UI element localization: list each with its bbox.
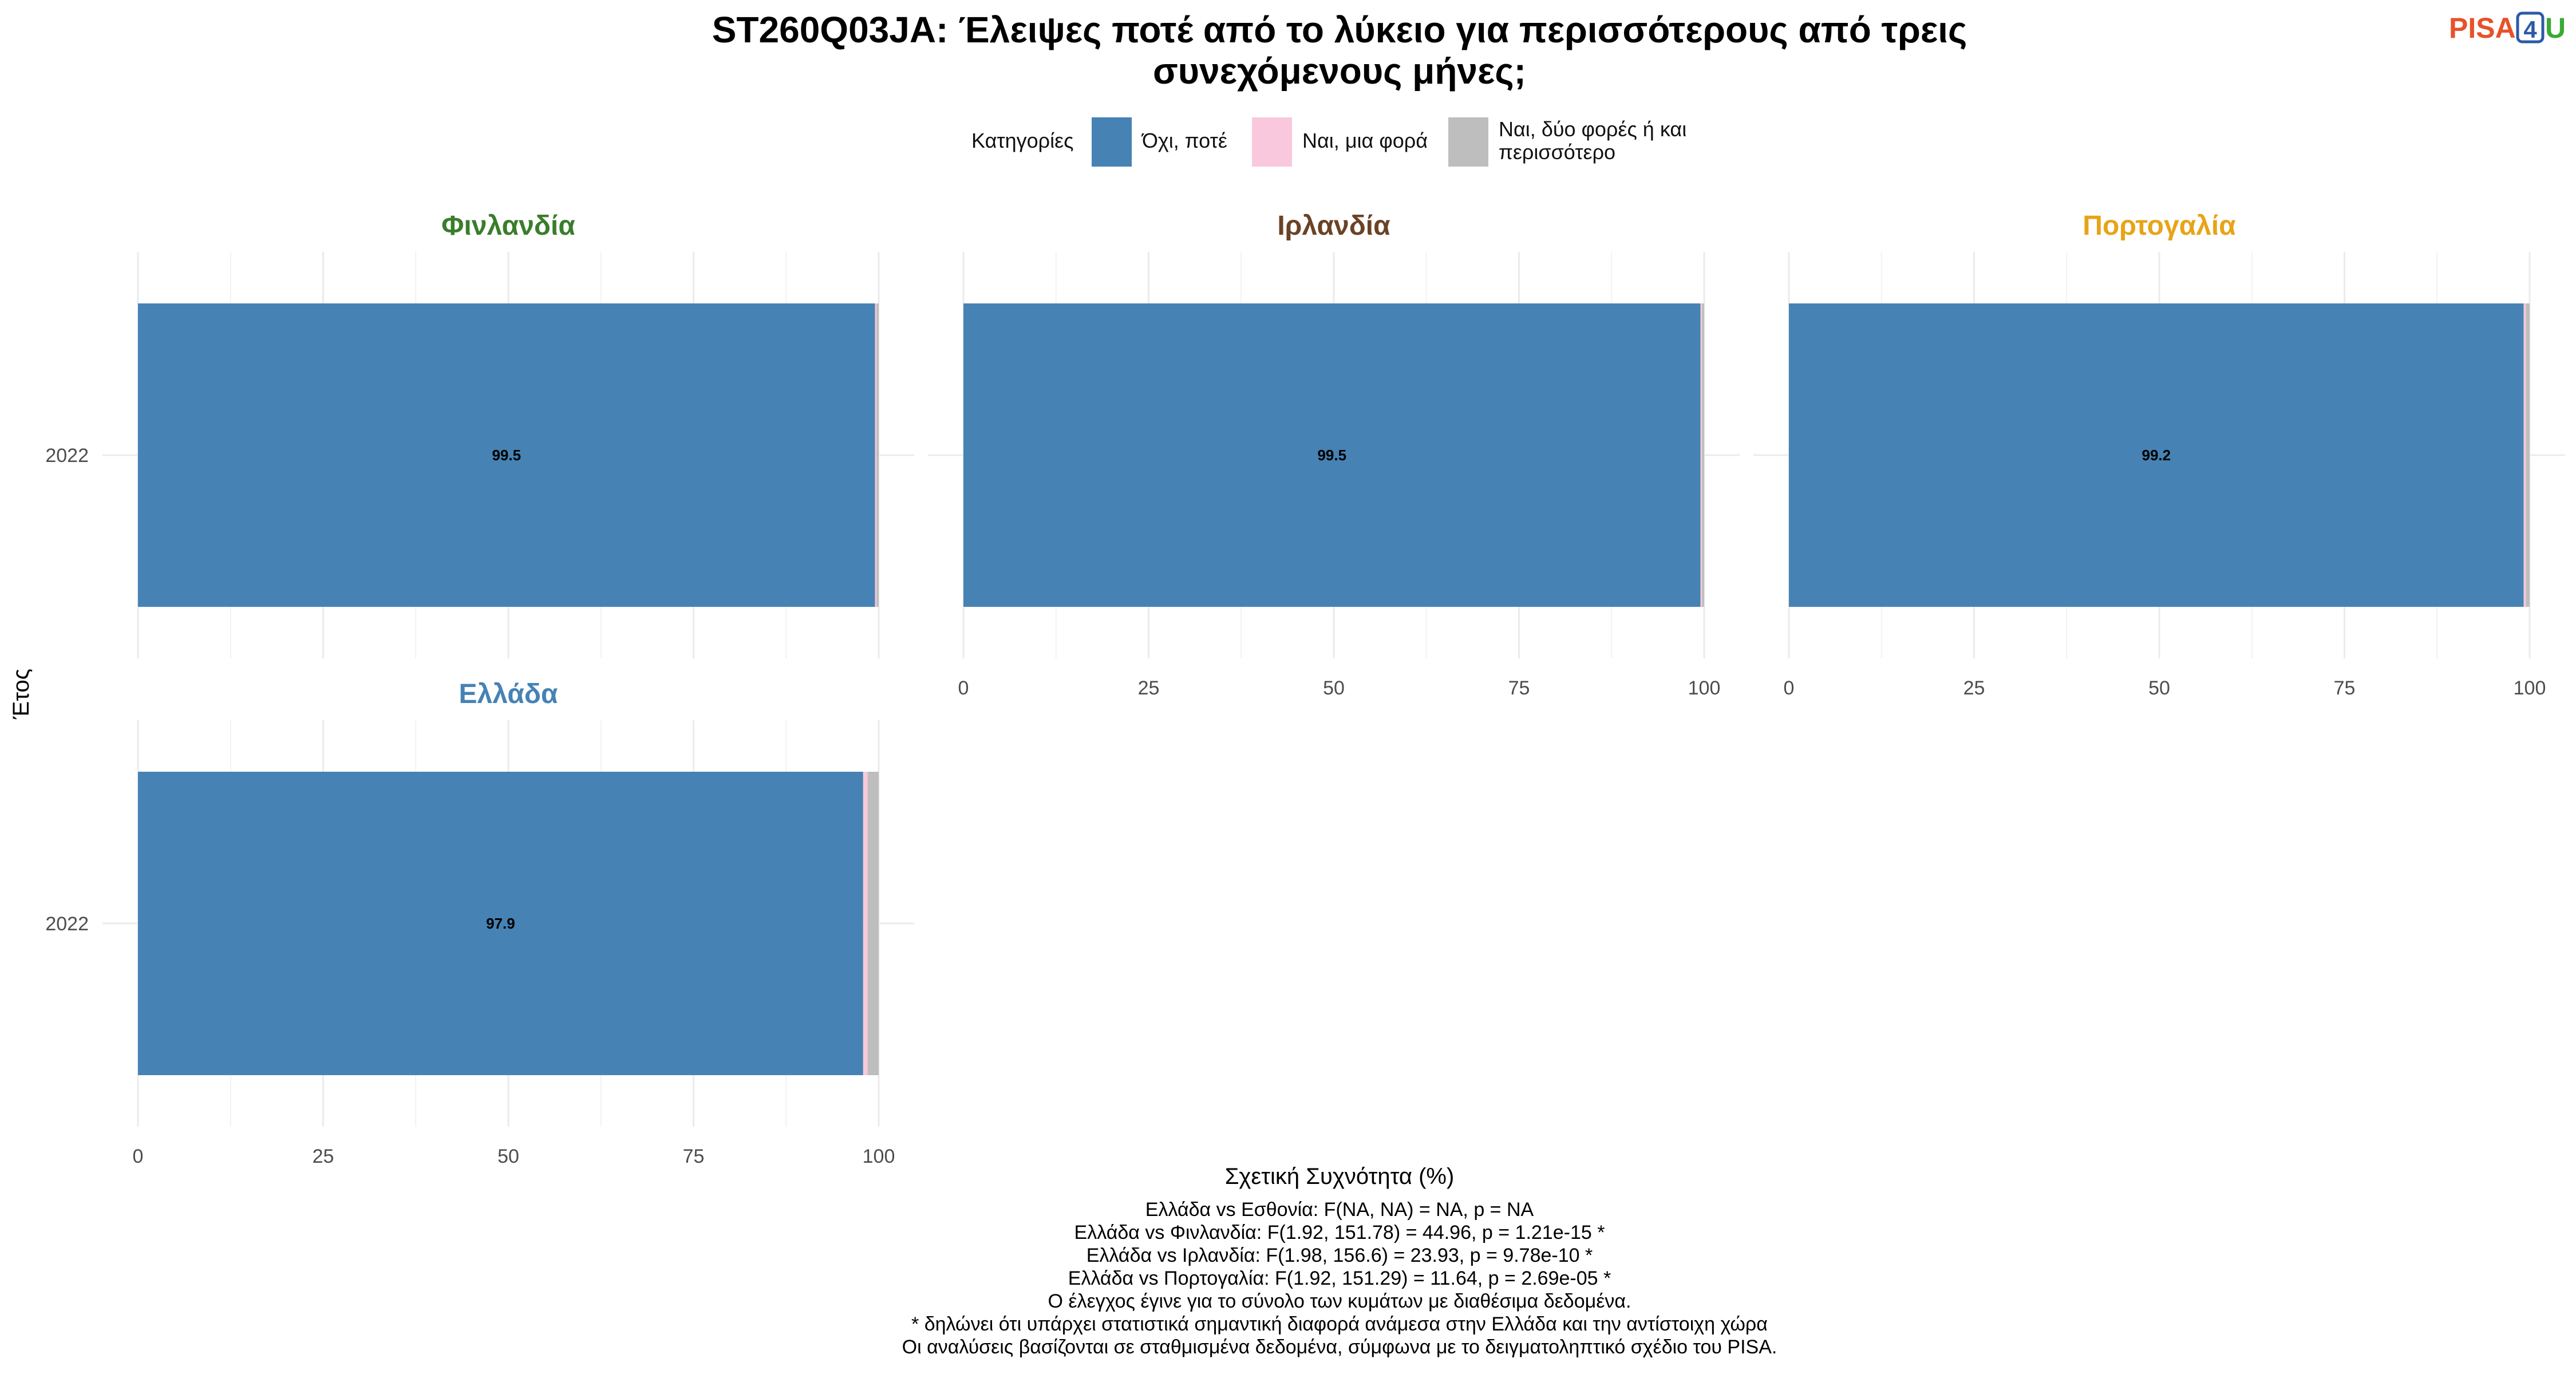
note-line-6: * δηλώνει ότι υπάρχει στατιστικά σημαντι… [911,1313,1768,1335]
x-tick-label: 50 [497,1146,519,1167]
x-tick-label: 75 [683,1146,705,1167]
facet-panel-3: 99.2 Πορτογαλία 0 25 50 75 100 [1753,211,2565,699]
chart-title-line-1: ST260Q03JA: Έλειψες ποτέ από το λύκειο γ… [712,9,1967,50]
x-tick-label: 25 [1963,677,1985,699]
x-tick-label: 0 [133,1146,144,1167]
x-tick-label: 100 [863,1146,895,1167]
chart-title-line-2: συνεχόμενους μήνες; [1153,50,1526,92]
note-line-4: Ελλάδα vs Πορτογαλία: F(1.92, 151.29) = … [1068,1268,1611,1289]
y-tick-label: 2022 [45,445,89,467]
legend-key-2 [1252,117,1292,167]
note-line-2: Ελλάδα vs Φινλανδία: F(1.92, 151.78) = 4… [1074,1222,1605,1243]
legend-label-3-line-2: περισσότερο [1499,140,1615,164]
x-tick-label: 50 [2148,677,2170,699]
logo-u-text: U [2545,12,2566,44]
facet-panel-4: 97.9 Ελλάδα 2022 0 25 50 75 100 [45,679,914,1167]
legend-label-2: Ναι, μια φορά [1302,129,1428,152]
bar-segment-1 [963,303,1701,607]
bar-segment-1 [1789,303,2524,607]
x-tick-label: 75 [2334,677,2356,699]
legend-label-3-line-1: Ναι, δύο φορές ή και [1499,117,1686,141]
facet-title: Πορτογαλία [2083,211,2236,241]
bar-value-label: 99.5 [1317,447,1346,464]
x-tick-label: 75 [1508,677,1530,699]
bar-segment-2 [875,303,877,607]
logo-box [2516,11,2545,44]
x-tick-label: 0 [958,677,969,699]
bar-segment-3 [867,772,879,1075]
bar-segment-1 [138,303,875,607]
y-tick-label: 2022 [45,913,89,935]
x-tick-label: 100 [2514,677,2546,699]
x-tick-label: 50 [1323,677,1345,699]
chart-title: ST260Q03JA: Έλειψες ποτέ από το λύκειο γ… [712,9,1967,92]
bar-segment-2 [2523,303,2526,607]
legend-key-3 [1448,117,1488,167]
note-line-3: Ελλάδα vs Ιρλανδία: F(1.98, 156.6) = 23.… [1086,1245,1593,1266]
x-tick-label: 0 [1784,677,1795,699]
bar-segment-2 [1700,303,1702,607]
facet-panel-2: 99.5 Ιρλανδία 0 25 50 75 100 [928,211,1740,699]
bar-segment-3 [1702,303,1704,607]
x-tick-label: 25 [1138,677,1160,699]
facet-title: Φινλανδία [441,211,575,241]
bar-segment-1 [138,772,863,1075]
legend-label-1: Όχι, ποτέ [1141,129,1227,152]
x-tick-label: 100 [1688,677,1721,699]
bar-segment-2 [863,772,868,1075]
logo-pisa-text: PISA [2449,12,2516,44]
y-axis-title: Έτος [9,669,34,720]
legend-key-1 [1092,117,1132,167]
legend: Κατηγορίες Όχι, ποτέ Ναι, μια φορά Ναι, δύ… [971,117,1686,167]
facet-panel-1: 99.5 Φινλανδία 2022 [45,211,914,658]
note-line-1: Ελλάδα vs Εσθονία: F(NA, NA) = NA, p = N… [1145,1199,1534,1221]
bar-value-label: 99.5 [492,447,521,464]
facet-title: Ιρλανδία [1277,211,1390,241]
bar-segment-3 [2526,303,2530,607]
legend-title: Κατηγορίες [971,129,1074,152]
x-tick-label: 25 [313,1146,334,1167]
note-line-7: Οι αναλύσεις βασίζονται σε σταθμισμένα δ… [902,1336,1777,1358]
bar-value-label: 99.2 [2142,447,2171,464]
bar-value-label: 97.9 [486,915,515,932]
pisa4u-logo: PISA 4 U [2449,11,2566,44]
logo-four-text: 4 [2523,16,2537,43]
facet-title: Ελλάδα [459,679,558,709]
note-line-5: Ο έλεγχος έγινε για το σύνολο των κυμάτω… [1048,1290,1631,1312]
x-axis-title: Σχετική Συχνότητα (%) [1225,1164,1455,1189]
bar-segment-3 [876,303,879,607]
statistical-notes: Ελλάδα vs Εσθονία: F(NA, NA) = NA, p = N… [902,1199,1777,1358]
